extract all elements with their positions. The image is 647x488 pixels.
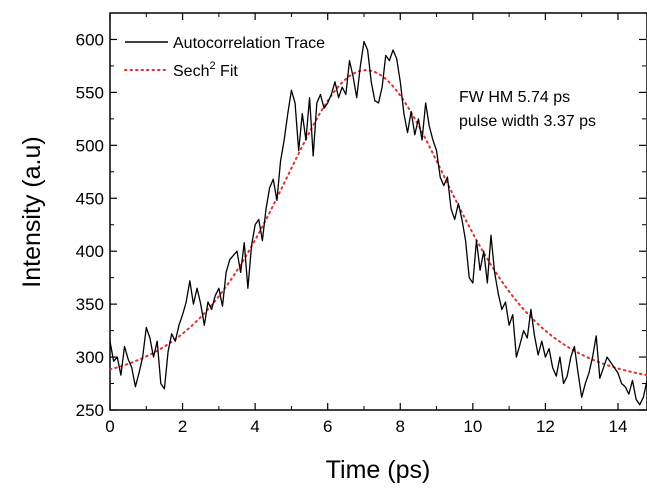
- y-tick-label: 300: [76, 348, 104, 367]
- x-tick-label: 6: [323, 417, 332, 436]
- y-tick-label: 500: [76, 136, 104, 155]
- x-tick-label: 4: [250, 417, 259, 436]
- x-tick-label: 12: [536, 417, 555, 436]
- y-tick-label: 350: [76, 295, 104, 314]
- axis-ticks: [109, 13, 646, 411]
- x-tick-label: 2: [178, 417, 187, 436]
- plot-frame: [109, 12, 647, 411]
- legend: Autocorrelation Trace Sech2 Fit: [124, 35, 325, 80]
- series-sech2-fit-line: [109, 69, 647, 377]
- y-tick-label: 450: [76, 189, 104, 208]
- x-tick-label: 14: [609, 417, 628, 436]
- y-axis-title: Intensity (a.u): [18, 136, 46, 287]
- y-tick-label: 400: [76, 242, 104, 261]
- legend-label-autocorrelation-trace: Autocorrelation Trace: [173, 35, 325, 52]
- series-autocorrelation-trace-line: [109, 40, 647, 406]
- annotation-fwhm: FW HM 5.74 ps: [459, 89, 570, 106]
- series-layer: [109, 40, 647, 406]
- legend-label-sech2-fit: Sech2 Fit: [173, 60, 238, 80]
- y-tick-label: 550: [76, 83, 104, 102]
- y-tick-label: 250: [76, 401, 104, 420]
- x-tick-label: 8: [396, 417, 405, 436]
- axis-tick-labels: 0 2 4 6 8 10 12 14 250 300 350 400 450 500 550 600: [76, 30, 628, 436]
- annotation-pulse-width: pulse width 3.37 ps: [459, 113, 596, 130]
- x-tick-label: 10: [463, 417, 482, 436]
- x-tick-label: 0: [105, 417, 114, 436]
- x-axis-title: Time (ps): [326, 456, 431, 484]
- y-tick-label: 600: [76, 30, 104, 49]
